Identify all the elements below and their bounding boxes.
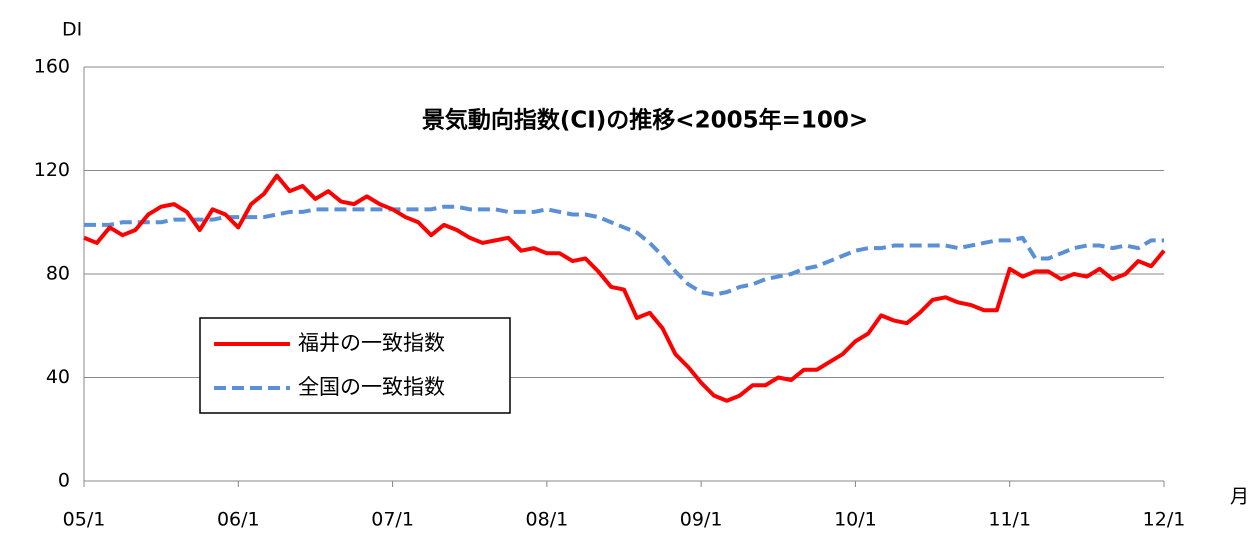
y-tick-label: 160 [34,56,70,78]
y-tick-label: 40 [46,366,70,388]
x-tick-label: 10/1 [834,509,877,531]
y-tick-label: 0 [58,470,70,492]
series-line [83,173,1166,403]
legend-box [199,317,511,414]
x-tick-label: 12/1 [1143,509,1186,531]
y-axis-label: DI [62,19,82,41]
legend-label: 福井の一致指数 [298,331,445,355]
chart-title: 景気動向指数(CI)の推移<2005年=100> [422,107,868,134]
x-tick-label: 06/1 [217,509,260,531]
legend-label: 全国の一致指数 [298,375,445,399]
y-tick-label: 80 [46,263,70,285]
x-tick-label: 07/1 [371,509,414,531]
x-tick-label: 08/1 [526,509,569,531]
x-axis-label: 月 [1230,486,1249,508]
x-tick-label: 05/1 [63,509,106,531]
x-tick-label: 11/1 [988,509,1031,531]
series-line [84,204,1164,297]
y-tick-label: 120 [34,159,70,181]
x-tick-label: 09/1 [680,509,723,531]
